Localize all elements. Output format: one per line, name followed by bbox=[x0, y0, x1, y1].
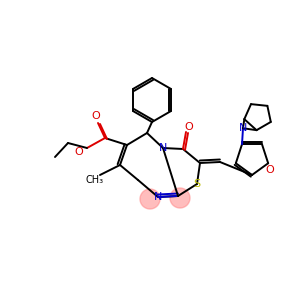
Circle shape bbox=[170, 188, 190, 208]
Text: O: O bbox=[92, 111, 100, 121]
Text: S: S bbox=[194, 179, 201, 189]
Text: O: O bbox=[266, 165, 274, 175]
Text: N: N bbox=[239, 123, 247, 133]
Circle shape bbox=[140, 189, 160, 209]
Text: N: N bbox=[154, 192, 162, 202]
Text: O: O bbox=[75, 147, 83, 157]
Text: N: N bbox=[159, 143, 167, 153]
Text: O: O bbox=[184, 122, 194, 132]
Text: CH₃: CH₃ bbox=[86, 175, 104, 185]
